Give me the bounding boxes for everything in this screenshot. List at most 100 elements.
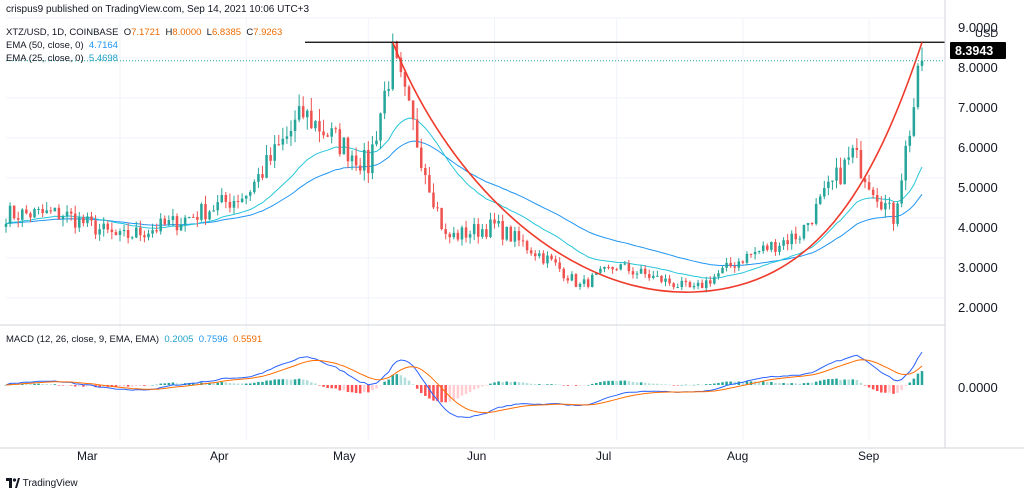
candle-body [871,189,875,196]
x-tick-label: Jun [467,449,486,463]
candle-body [615,269,618,271]
candle-body [855,147,859,151]
macd-hist-bar [171,382,175,385]
candle-body [187,216,191,218]
y-tick-label: 8.0000 [958,60,998,75]
macd-hist-bar [786,383,789,385]
macd-hist-bar [269,380,272,385]
tradingview-footer[interactable]: TradingView [6,478,78,489]
candle-body [757,251,761,253]
candle-body [167,220,171,225]
candle-body [493,219,496,224]
macd-hist-bar [330,385,333,389]
candle-body [676,287,679,289]
candle-body [554,259,557,263]
x-tick-label: May [333,449,356,463]
macd-hist-bar [253,382,256,385]
macd-hist-bar [505,381,509,385]
macd-hist-bar [513,381,517,385]
macd-hist-bar [908,382,912,385]
candle-body [25,209,28,214]
candle-body [875,195,879,202]
candle-body [831,180,834,182]
macd-hist-bar [436,385,439,402]
macd-hist-bar [810,382,814,385]
macd-hist-bar [379,385,382,386]
candle-body [709,280,712,284]
candle-body [293,119,297,131]
candle-body [118,231,122,235]
candle-body [700,282,704,289]
candle-body [578,283,582,287]
macd-hist-bar [240,383,244,385]
signal-line [5,359,923,414]
candle-body [627,263,631,272]
candle-body [155,230,158,232]
candle-body [297,106,301,120]
candle-body [489,219,492,237]
macd-hist-bar [875,385,879,392]
candle-body [358,165,362,171]
candle-body [29,213,32,218]
macd-hist-bar [98,385,101,388]
candle-body [224,195,228,202]
candle-body [204,203,207,220]
macd-hist-bar [244,383,248,385]
candle-body [476,224,480,237]
candle-body [419,147,423,169]
candle-body [704,280,708,289]
macd-hist-bar [419,385,423,394]
candle-body [619,264,622,270]
candle-body [73,213,77,228]
macd-hist-bar [192,383,195,385]
macd-hist-bar [729,381,732,385]
y-tick-label: 4.0000 [958,220,998,235]
macd-hist-bar [794,383,798,385]
macd-hist-bar [517,382,521,385]
macd-hist-bar [82,385,85,387]
currency-label: USD [975,28,998,40]
candle-body [326,135,329,137]
macd-hist-bar [428,385,431,399]
macd-hist-bar [529,383,533,385]
macd-hist-bar [757,381,761,385]
candle-body [643,268,647,275]
candle-body [538,253,541,257]
macd-hist-bar [696,384,700,386]
macd-hist-bar [900,385,903,391]
candle-body [82,217,85,224]
candle-body [90,216,93,221]
candle-body [647,274,651,278]
macd-hist-bar [407,380,411,385]
macd-hist-bar [595,382,598,385]
candle-body [126,229,130,238]
macd-hist-bar [444,385,447,403]
candle-body [481,229,484,237]
candle-body [21,209,24,220]
candle-body [78,217,81,228]
macd-hist-bar [4,385,8,386]
macd-hist-bar [135,385,138,386]
macd-hist-bar [619,380,622,385]
candle-body [379,113,382,141]
macd-hist-bar [855,379,859,385]
macd-hist-bar [326,385,329,389]
candle-body [346,137,350,162]
candle-body [713,276,716,284]
macd-hist-bar [472,385,476,390]
candle-body [513,231,517,242]
macd-hist-bar [391,375,395,385]
macd-hist-bar [570,385,574,386]
close-label: C [246,27,254,38]
macd-line [5,351,923,418]
macd-hist-bar [163,383,167,385]
candle-body [672,283,675,288]
candle-body [94,220,97,235]
macd-hist-bar [29,384,32,385]
macd-hist-bar [212,383,215,385]
macd-hist-bar [61,385,65,386]
macd-hist-value: 0.2005 [164,334,194,345]
close-value: 7.9263 [253,27,283,38]
